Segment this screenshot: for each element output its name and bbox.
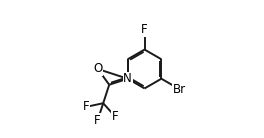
Text: F: F (82, 100, 89, 113)
Text: F: F (94, 114, 101, 127)
Text: O: O (93, 63, 102, 75)
Text: F: F (141, 23, 148, 36)
Text: F: F (112, 110, 119, 123)
Text: N: N (123, 72, 132, 85)
Text: Br: Br (173, 83, 186, 96)
